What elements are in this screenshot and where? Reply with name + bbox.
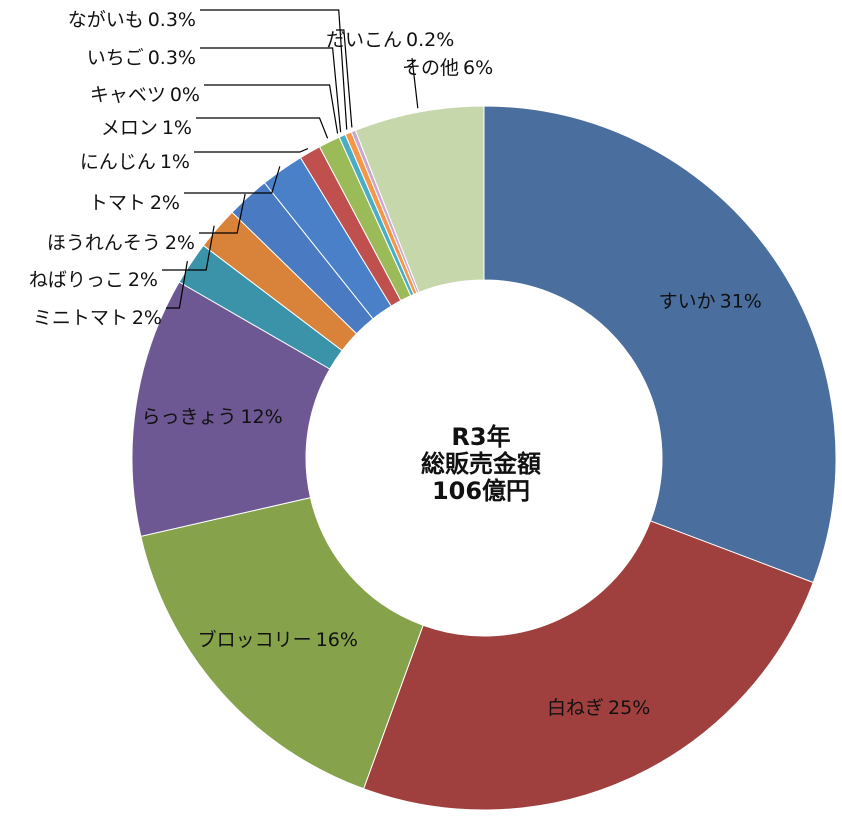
- value-label: 16%: [316, 628, 358, 650]
- slice-label: すいか 31%: [659, 290, 762, 312]
- leader-line: [166, 261, 188, 309]
- leader-line: [194, 148, 309, 153]
- value-label: 0.3%: [148, 47, 196, 69]
- value-label: 1%: [160, 151, 190, 173]
- leader-line: [200, 9, 348, 130]
- category-name: ほうれんそう: [47, 232, 161, 254]
- slice-label: ながいも 0.3%: [68, 9, 196, 31]
- value-label: 0%: [170, 84, 200, 106]
- category-name: メロン: [101, 117, 158, 139]
- slice-label: ミニトマト 2%: [33, 307, 162, 329]
- leader-line: [184, 166, 281, 194]
- slice-label: ほうれんそう 2%: [47, 232, 195, 254]
- slice-label: トマト 2%: [89, 192, 180, 214]
- value-label: 0.3%: [148, 9, 196, 31]
- slice: [483, 105, 837, 584]
- center-text: R3年: [451, 423, 510, 451]
- category-name: にんじん: [80, 151, 156, 173]
- slice-label: にんじん 1%: [80, 151, 190, 173]
- category-name: トマト: [89, 192, 146, 214]
- value-label: 2%: [150, 192, 180, 214]
- slice-label: だいこん 0.2%: [326, 29, 454, 51]
- value-label: 0.2%: [406, 29, 454, 51]
- value-label: 2%: [128, 269, 158, 291]
- value-label: 12%: [240, 406, 282, 428]
- category-name: キャベツ: [90, 84, 166, 106]
- category-name: らっきょう: [141, 406, 236, 428]
- leader-line: [204, 84, 339, 134]
- value-label: 25%: [608, 696, 650, 718]
- slice-label: その他 6%: [402, 57, 493, 79]
- slice-label: いちご 0.3%: [87, 47, 196, 69]
- leader-line: [196, 117, 329, 139]
- center-text: 総販売金額: [421, 450, 541, 478]
- leader-line: [336, 29, 353, 128]
- value-label: 31%: [720, 290, 762, 312]
- center-text: 106億円: [432, 477, 530, 505]
- slice: [131, 281, 331, 537]
- slice-label: キャベツ 0%: [90, 84, 200, 106]
- slice: [362, 520, 814, 811]
- leader-line: [200, 47, 342, 133]
- leader-line: [411, 57, 419, 109]
- category-name: 白ねぎ: [547, 696, 604, 718]
- category-name: ながいも: [68, 9, 144, 31]
- slice-label: 白ねぎ 25%: [547, 696, 650, 718]
- slice-label: ブロッコリー 16%: [198, 627, 358, 650]
- slice-label: メロン 1%: [101, 117, 192, 139]
- category-name: ブロッコリー: [198, 627, 312, 650]
- slice: [140, 497, 424, 790]
- category-name: その他: [402, 57, 459, 79]
- category-name: すいか: [659, 290, 716, 312]
- value-label: 1%: [162, 117, 192, 139]
- category-name: だいこん: [326, 29, 402, 51]
- leader-line: [199, 193, 246, 234]
- category-name: いちご: [87, 47, 144, 69]
- category-name: ミニトマト: [33, 307, 128, 329]
- leader-line: [162, 225, 215, 271]
- value-label: 2%: [132, 307, 162, 329]
- value-label: 6%: [463, 57, 493, 79]
- value-label: 2%: [165, 232, 195, 254]
- slice-label: らっきょう 12%: [141, 406, 282, 428]
- category-name: ねばりっこ: [29, 269, 124, 291]
- slice-label: ねばりっこ 2%: [29, 269, 158, 291]
- slice: [354, 105, 485, 293]
